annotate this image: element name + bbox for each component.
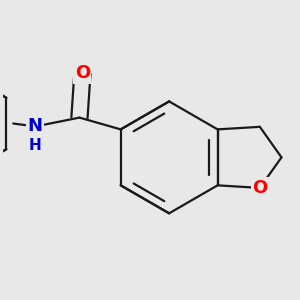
Text: N: N <box>28 117 43 135</box>
Text: H: H <box>29 138 42 153</box>
Text: O: O <box>252 179 268 197</box>
Text: O: O <box>75 64 90 82</box>
